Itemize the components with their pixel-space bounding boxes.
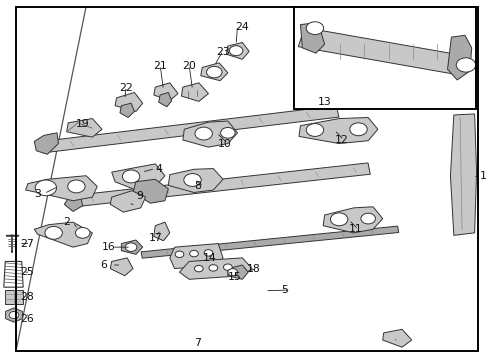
Circle shape bbox=[67, 180, 85, 193]
Polygon shape bbox=[120, 103, 134, 117]
Circle shape bbox=[194, 265, 203, 272]
Text: 23: 23 bbox=[216, 47, 229, 57]
Circle shape bbox=[203, 249, 212, 256]
Polygon shape bbox=[64, 194, 82, 211]
Polygon shape bbox=[5, 308, 22, 322]
Text: 26: 26 bbox=[20, 314, 34, 324]
Polygon shape bbox=[154, 222, 169, 241]
Polygon shape bbox=[449, 114, 476, 235]
Text: 22: 22 bbox=[119, 83, 133, 93]
Circle shape bbox=[183, 174, 201, 186]
Polygon shape bbox=[158, 93, 171, 107]
Text: 25: 25 bbox=[20, 267, 34, 277]
Polygon shape bbox=[181, 83, 208, 102]
Circle shape bbox=[330, 213, 347, 226]
Polygon shape bbox=[298, 117, 377, 144]
Text: 6: 6 bbox=[101, 260, 107, 270]
Circle shape bbox=[122, 170, 140, 183]
Text: 12: 12 bbox=[334, 135, 347, 145]
Polygon shape bbox=[323, 207, 382, 233]
Polygon shape bbox=[121, 240, 142, 254]
Circle shape bbox=[195, 127, 212, 140]
Text: 13: 13 bbox=[317, 97, 331, 107]
Polygon shape bbox=[382, 329, 411, 347]
Polygon shape bbox=[227, 265, 248, 279]
Polygon shape bbox=[169, 244, 223, 269]
Text: 2: 2 bbox=[63, 217, 70, 227]
Circle shape bbox=[9, 311, 19, 319]
Polygon shape bbox=[179, 258, 251, 279]
Polygon shape bbox=[133, 179, 168, 203]
Circle shape bbox=[35, 180, 57, 196]
Text: 16: 16 bbox=[102, 242, 116, 252]
Polygon shape bbox=[110, 191, 145, 212]
Bar bbox=[5, 290, 22, 303]
Polygon shape bbox=[34, 222, 92, 247]
Polygon shape bbox=[41, 106, 338, 153]
Circle shape bbox=[75, 228, 90, 238]
Circle shape bbox=[223, 264, 232, 270]
Polygon shape bbox=[447, 35, 471, 80]
Circle shape bbox=[455, 58, 475, 72]
Circle shape bbox=[220, 127, 235, 138]
Polygon shape bbox=[154, 83, 178, 101]
Text: 1: 1 bbox=[479, 171, 486, 181]
Circle shape bbox=[360, 213, 375, 224]
Circle shape bbox=[45, 226, 62, 239]
Text: 9: 9 bbox=[136, 191, 142, 201]
Text: 28: 28 bbox=[20, 292, 34, 302]
Polygon shape bbox=[298, 28, 466, 75]
Polygon shape bbox=[25, 176, 97, 201]
Text: 4: 4 bbox=[155, 163, 162, 174]
Circle shape bbox=[227, 269, 237, 276]
Circle shape bbox=[175, 251, 183, 257]
Circle shape bbox=[125, 243, 137, 251]
Polygon shape bbox=[110, 258, 133, 276]
Polygon shape bbox=[201, 63, 227, 81]
Text: 21: 21 bbox=[153, 62, 166, 71]
Polygon shape bbox=[66, 118, 102, 137]
Text: 14: 14 bbox=[203, 253, 216, 263]
Circle shape bbox=[305, 123, 323, 136]
Circle shape bbox=[229, 46, 243, 56]
Circle shape bbox=[349, 123, 366, 136]
Text: 24: 24 bbox=[235, 22, 249, 32]
Polygon shape bbox=[34, 133, 59, 154]
Text: 17: 17 bbox=[148, 233, 162, 243]
Circle shape bbox=[305, 22, 323, 35]
Bar bbox=[294, 7, 475, 109]
Polygon shape bbox=[77, 163, 369, 206]
Text: 8: 8 bbox=[194, 181, 201, 192]
Text: 3: 3 bbox=[34, 189, 41, 199]
Circle shape bbox=[189, 250, 198, 257]
Circle shape bbox=[206, 66, 222, 78]
Text: 18: 18 bbox=[247, 264, 261, 274]
Text: 7: 7 bbox=[194, 338, 201, 347]
Polygon shape bbox=[111, 164, 164, 190]
Text: 15: 15 bbox=[227, 272, 241, 282]
Text: 27: 27 bbox=[20, 239, 34, 249]
Text: 10: 10 bbox=[218, 139, 232, 149]
Polygon shape bbox=[226, 42, 248, 59]
Polygon shape bbox=[115, 93, 142, 111]
Polygon shape bbox=[183, 121, 237, 147]
Polygon shape bbox=[300, 23, 324, 53]
Polygon shape bbox=[168, 168, 223, 193]
Bar bbox=[294, 7, 475, 109]
Circle shape bbox=[208, 265, 217, 271]
Text: 5: 5 bbox=[281, 285, 287, 295]
Text: 11: 11 bbox=[348, 224, 362, 234]
Text: 20: 20 bbox=[182, 62, 196, 71]
Text: 19: 19 bbox=[76, 118, 89, 129]
Polygon shape bbox=[141, 226, 398, 258]
